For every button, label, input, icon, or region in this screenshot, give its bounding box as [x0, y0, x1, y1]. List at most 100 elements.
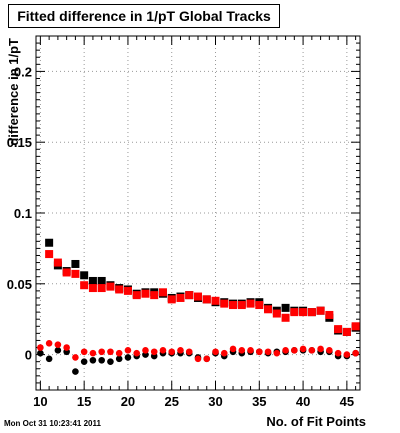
data-point	[307, 308, 316, 317]
y-tick-label: 0.1	[14, 206, 32, 221]
data-point	[54, 341, 62, 348]
y-tick-label: 0.2	[14, 64, 32, 79]
data-point	[273, 349, 281, 357]
data-point	[168, 348, 176, 356]
data-point	[124, 347, 132, 354]
data-point	[316, 306, 325, 315]
data-point	[80, 358, 88, 365]
data-point	[115, 285, 124, 294]
timestamp: Mon Oct 31 10:23:41 2011	[4, 419, 101, 428]
data-point	[37, 344, 44, 351]
data-point	[211, 296, 220, 305]
data-point	[343, 351, 351, 358]
data-point	[317, 345, 324, 353]
data-point	[352, 349, 359, 357]
y-tick-label: 0	[25, 348, 32, 363]
data-point	[246, 299, 255, 308]
data-point	[80, 281, 89, 290]
data-point	[133, 349, 141, 357]
data-point	[159, 347, 167, 354]
data-point	[45, 339, 53, 347]
data-point	[62, 268, 71, 277]
data-point	[71, 269, 80, 278]
data-point	[203, 355, 211, 363]
data-point	[194, 292, 202, 301]
data-point	[123, 286, 132, 295]
data-point	[115, 349, 123, 357]
x-tick-label: 20	[121, 394, 135, 409]
data-point	[247, 347, 254, 354]
data-point	[72, 354, 79, 361]
data-point	[255, 301, 264, 310]
data-point	[54, 347, 62, 354]
data-point	[281, 303, 290, 312]
y-axis-label: difference in 1/pT	[6, 38, 21, 146]
data-point	[238, 347, 246, 354]
data-point	[229, 301, 238, 310]
data-point	[194, 355, 202, 363]
chart-title-box: Fitted difference in 1/pT Global Tracks	[8, 4, 280, 28]
data-point	[63, 344, 70, 351]
data-point	[342, 327, 351, 336]
data-point	[255, 348, 263, 356]
data-point	[220, 349, 228, 357]
data-point	[98, 348, 105, 356]
data-point	[89, 356, 97, 364]
data-point	[53, 258, 62, 267]
data-point	[97, 276, 106, 285]
x-tick-label: 15	[77, 394, 91, 409]
x-tick-label: 45	[340, 394, 354, 409]
data-point	[72, 368, 79, 375]
data-point	[202, 295, 211, 304]
chart-title: Fitted difference in 1/pT Global Tracks	[17, 8, 271, 24]
data-point	[299, 308, 308, 317]
data-point	[264, 305, 273, 314]
data-point	[150, 291, 159, 300]
data-point	[272, 309, 281, 318]
data-point	[299, 345, 307, 353]
plot-frame	[35, 35, 361, 391]
x-tick-label: 25	[164, 394, 178, 409]
data-point	[89, 349, 97, 357]
data-point	[132, 291, 141, 300]
data-point	[185, 291, 194, 300]
data-point	[80, 271, 89, 280]
data-point	[107, 358, 114, 365]
x-axis-label: No. of Fit Points	[266, 414, 366, 429]
data-point	[281, 313, 290, 322]
data-point	[97, 284, 106, 293]
data-point	[106, 282, 115, 291]
y-tick-label: 0.15	[7, 135, 32, 150]
data-point	[142, 347, 149, 354]
x-tick-label: 10	[33, 394, 47, 409]
data-point	[167, 295, 176, 304]
data-point	[351, 322, 360, 331]
data-point	[334, 325, 343, 334]
data-point	[176, 293, 185, 302]
data-point	[141, 289, 150, 298]
x-tick-label: 35	[252, 394, 266, 409]
y-tick-label: 0.05	[7, 277, 32, 292]
data-point	[88, 276, 97, 285]
data-point	[177, 347, 184, 354]
data-point	[185, 348, 193, 356]
data-point	[229, 345, 237, 353]
data-point	[326, 347, 333, 354]
data-point	[45, 250, 54, 259]
data-point	[45, 355, 53, 363]
data-point	[334, 349, 342, 357]
data-point	[88, 284, 97, 293]
data-point	[71, 259, 80, 268]
data-point	[124, 354, 132, 361]
data-point	[264, 348, 272, 356]
data-point	[325, 310, 334, 319]
data-point	[115, 355, 123, 363]
data-point	[290, 308, 299, 317]
data-point	[308, 347, 316, 354]
data-point	[282, 347, 289, 354]
x-tick-label: 30	[208, 394, 222, 409]
data-point	[158, 288, 167, 297]
data-point	[237, 301, 246, 310]
data-point	[107, 348, 114, 356]
